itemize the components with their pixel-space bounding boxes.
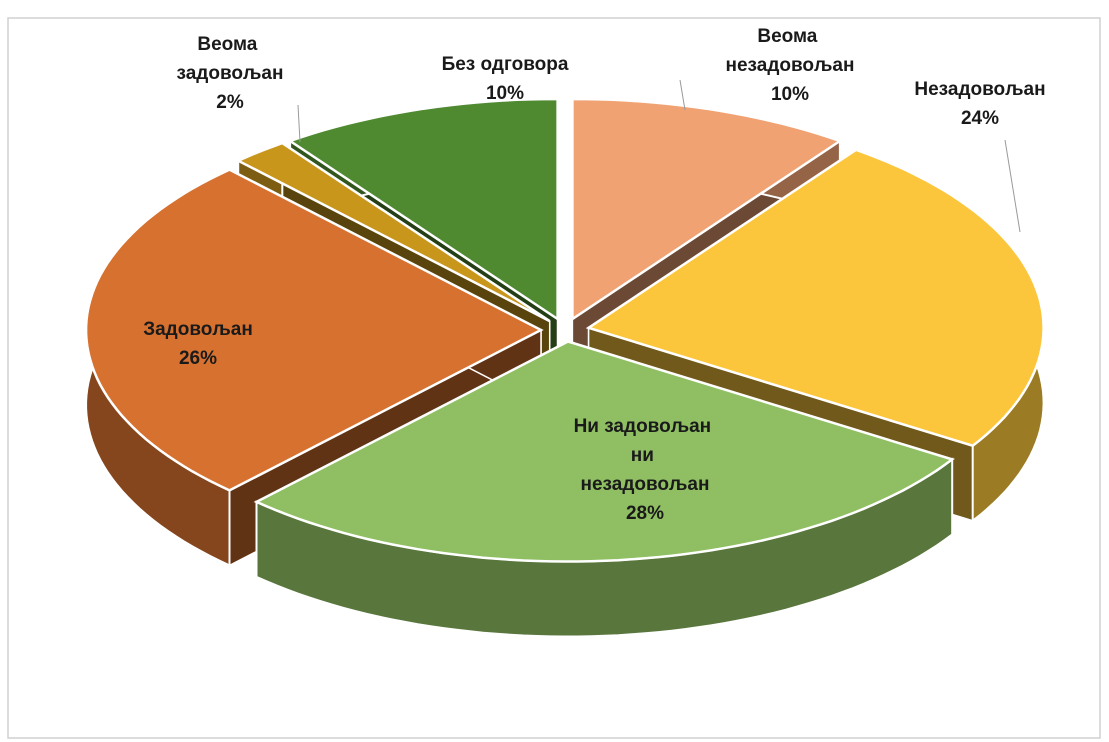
label-line: Задовољан	[143, 319, 253, 340]
label-line: Веома	[197, 34, 262, 55]
slice	[235, 141, 551, 323]
label-line: Ни задовољан	[574, 416, 717, 437]
leader-line	[1004, 139, 1021, 233]
value-label: 2%	[216, 92, 244, 113]
label-line: задовољан	[177, 63, 284, 84]
category-label: Веома задовољан	[177, 34, 284, 84]
label-line: Без одговора	[442, 54, 569, 75]
label-line: ни	[631, 445, 659, 466]
value-label: 28%	[626, 503, 664, 524]
label-line: Веома	[757, 26, 822, 47]
category-label: Веома незадовољан	[726, 26, 855, 76]
category-label: Задовољан	[143, 319, 253, 340]
value-label: 24%	[961, 108, 999, 129]
slice	[84, 168, 544, 492]
category-label: Незадовољан	[914, 79, 1045, 100]
category-label: Без одговора	[442, 54, 569, 75]
value-label: 10%	[486, 83, 524, 104]
labels: Веома незадовољан 10% Незадовољан 24% Ни зад…	[143, 26, 1045, 524]
slice	[253, 340, 955, 563]
value-label: 10%	[771, 84, 809, 105]
label-line: незадовољан	[726, 55, 855, 76]
value-label: 26%	[179, 348, 217, 369]
slice	[287, 97, 559, 322]
label-line: Незадовољан	[914, 79, 1045, 100]
slice	[585, 148, 1045, 448]
slice	[571, 97, 843, 322]
label-line: незадовољан	[581, 474, 710, 495]
pie-tops	[84, 97, 1045, 563]
leader-line	[679, 79, 686, 111]
category-label: Ни задовољан ни незадовољан	[574, 416, 717, 495]
leader-line	[297, 104, 301, 143]
